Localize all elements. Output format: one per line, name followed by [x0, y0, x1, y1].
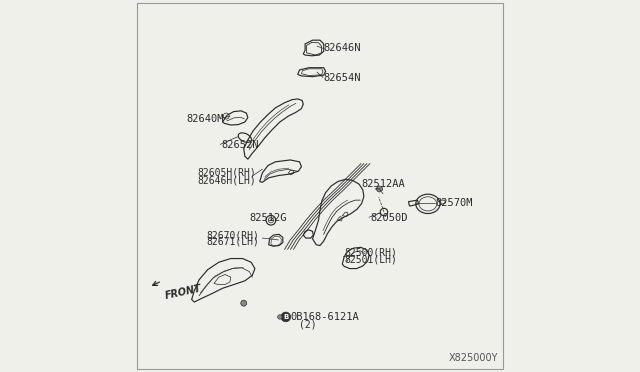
Text: B: B [283, 314, 289, 320]
Text: FRONT: FRONT [164, 283, 203, 301]
Text: 82500(RH): 82500(RH) [344, 248, 397, 258]
Circle shape [376, 186, 383, 192]
Circle shape [281, 312, 291, 322]
Text: X825000Y: X825000Y [449, 353, 498, 363]
Circle shape [278, 315, 282, 319]
Text: 82640M: 82640M [186, 114, 223, 124]
Text: 82652N: 82652N [221, 140, 259, 150]
Text: 82512AA: 82512AA [361, 179, 404, 189]
Text: 82654N: 82654N [324, 73, 361, 83]
Text: 0B168-6121A: 0B168-6121A [291, 312, 359, 322]
Circle shape [241, 300, 246, 306]
Text: 82512G: 82512G [250, 213, 287, 222]
Text: 82646H(LH): 82646H(LH) [197, 176, 256, 185]
Text: 82501(LH): 82501(LH) [344, 255, 397, 264]
FancyBboxPatch shape [137, 3, 503, 369]
Text: 82646N: 82646N [324, 44, 361, 53]
Text: 82050D: 82050D [370, 213, 408, 222]
Text: 82670(RH): 82670(RH) [207, 230, 259, 240]
Text: (2): (2) [299, 320, 316, 329]
Text: 82605H(RH): 82605H(RH) [197, 168, 256, 178]
Text: 82570M: 82570M [435, 198, 473, 208]
Text: 82671(LH): 82671(LH) [207, 237, 259, 247]
